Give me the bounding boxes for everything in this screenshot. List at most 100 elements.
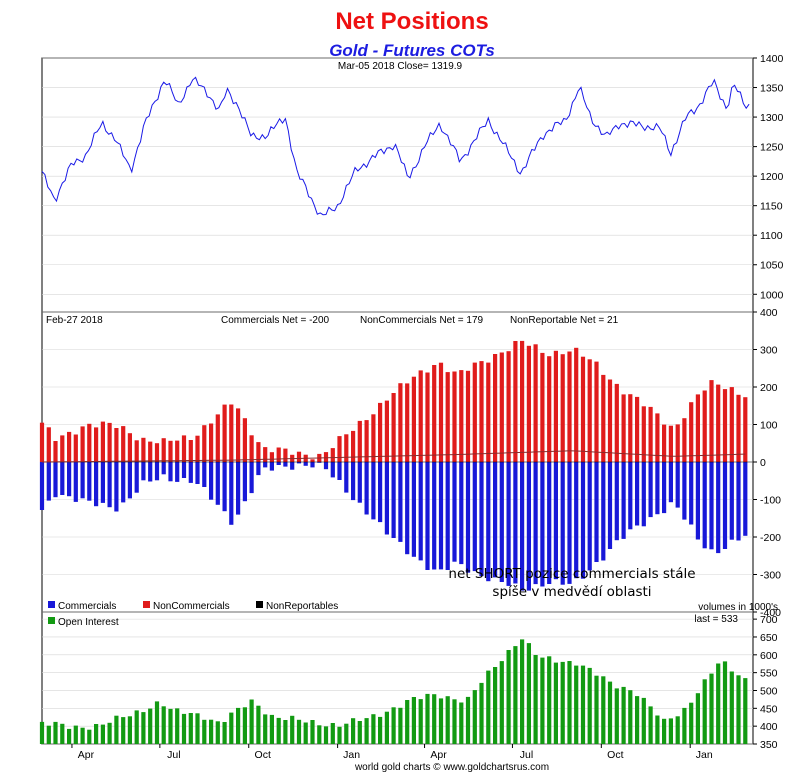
open-interest-bar <box>601 676 606 744</box>
oi-axis: 350 400 450 500 550 600 650 700 <box>42 614 778 751</box>
net-header-commercials: Commercials Net = -200 <box>221 315 330 326</box>
noncommercials-bar <box>391 393 396 462</box>
noncommercials-bar <box>459 370 464 462</box>
price-tick-label: 1050 <box>760 260 784 272</box>
noncommercials-bar <box>242 418 247 462</box>
noncommercials-bar <box>215 414 220 462</box>
noncommercials-bar <box>94 427 99 462</box>
commercials-bar <box>493 462 498 578</box>
open-interest-bar <box>716 663 721 744</box>
open-interest-bar <box>249 699 254 744</box>
noncommercials-bar <box>736 394 741 462</box>
noncommercials-bar <box>560 354 565 462</box>
chart-subtitle: Gold - Futures COTs <box>329 41 495 60</box>
open-interest-bar <box>709 673 714 744</box>
oi-last-note: last = 533 <box>694 614 738 625</box>
commercials-bar <box>175 462 180 482</box>
commercials-bar <box>418 462 423 561</box>
commercials-bar <box>621 462 626 539</box>
open-interest-bar <box>290 715 295 744</box>
commercials-bar <box>168 462 173 482</box>
open-interest-bar <box>445 696 450 744</box>
net-tick-label: 0 <box>760 457 766 469</box>
open-interest-bar <box>607 681 613 744</box>
commercials-bar <box>242 462 247 502</box>
noncommercials-bar <box>256 442 261 462</box>
open-interest-bar <box>242 707 247 744</box>
noncommercials-bar <box>323 452 329 462</box>
noncommercials-bar <box>148 441 153 462</box>
noncommercials-bar <box>209 423 214 462</box>
noncommercials-bar <box>655 413 660 462</box>
noncommercials-bar <box>418 370 423 462</box>
open-interest-bar <box>526 643 531 744</box>
noncommercials-bar <box>127 433 132 462</box>
commercials-bar <box>479 462 484 577</box>
open-interest-bar <box>560 661 565 744</box>
commercials-bar <box>317 462 322 463</box>
noncommercials-bar <box>607 379 613 462</box>
commercials-bar <box>574 462 579 579</box>
noncommercials-bar <box>337 436 342 462</box>
commercials-bar <box>499 462 504 582</box>
noncommercials-bar <box>533 344 538 462</box>
open-interest-bar <box>100 724 105 744</box>
open-interest-bar <box>351 718 356 744</box>
open-interest-bar <box>682 707 687 744</box>
commercials-bar <box>709 462 714 550</box>
noncommercials-bar <box>310 459 315 462</box>
commercials-bar <box>553 462 558 580</box>
commercials-bar <box>134 462 139 493</box>
open-interest-bar <box>209 719 214 744</box>
noncommercials-bar <box>695 394 700 462</box>
commercials-bar <box>46 462 51 501</box>
open-interest-bar <box>121 717 126 744</box>
open-interest-bar <box>479 682 484 744</box>
commercials-bar <box>668 462 673 503</box>
net-tick-label: -100 <box>760 495 781 507</box>
open-interest-bar <box>418 699 423 744</box>
commercials-bar <box>371 462 376 520</box>
noncommercials-bar <box>39 422 45 462</box>
noncommercials-bar <box>425 372 430 462</box>
commercials-bar <box>121 462 126 503</box>
noncommercials-bar <box>222 404 227 462</box>
open-interest-bar <box>107 722 112 744</box>
open-interest-bar <box>317 725 322 744</box>
open-interest-bar <box>134 710 139 744</box>
commercials-bar <box>195 462 200 484</box>
noncommercials-bar <box>344 434 349 462</box>
noncommercials-bar <box>378 402 383 462</box>
open-interest-bar <box>486 670 491 744</box>
commercials-bar <box>594 462 599 562</box>
commercials-bar <box>337 462 342 480</box>
noncommercials-bar <box>716 384 721 462</box>
commercials-bar <box>378 462 383 523</box>
open-interest-bar <box>195 713 200 744</box>
net-axis: -400 -300 -200 -100 0 100 200 300 400 <box>42 307 781 619</box>
noncommercials-bar <box>675 424 680 462</box>
commercials-bar <box>100 462 105 503</box>
noncommercials-bar <box>432 365 437 462</box>
commercials-bar <box>60 462 65 495</box>
noncommercials-bar <box>371 414 376 462</box>
legend-swatch-open-interest <box>48 617 55 624</box>
open-interest-bar <box>405 700 410 744</box>
open-interest-bar <box>154 701 160 744</box>
commercials-bar <box>662 462 667 514</box>
noncommercials-bar <box>53 441 58 462</box>
open-interest-bar <box>168 708 173 744</box>
noncommercials-bar <box>351 430 356 462</box>
open-interest-bar <box>114 715 119 744</box>
commercials-bar <box>249 462 254 494</box>
noncommercials-bar <box>445 372 450 462</box>
price-axis: 1000 1050 1100 1150 1200 1250 1300 1350 1400 <box>42 53 784 301</box>
noncommercials-bar <box>154 443 160 462</box>
open-interest-bar <box>614 688 619 744</box>
open-interest-bar <box>202 719 207 744</box>
commercials-bar <box>290 462 295 470</box>
noncommercials-bar <box>567 351 572 462</box>
open-interest-bar <box>229 712 234 744</box>
noncommercials-bar <box>506 351 511 462</box>
